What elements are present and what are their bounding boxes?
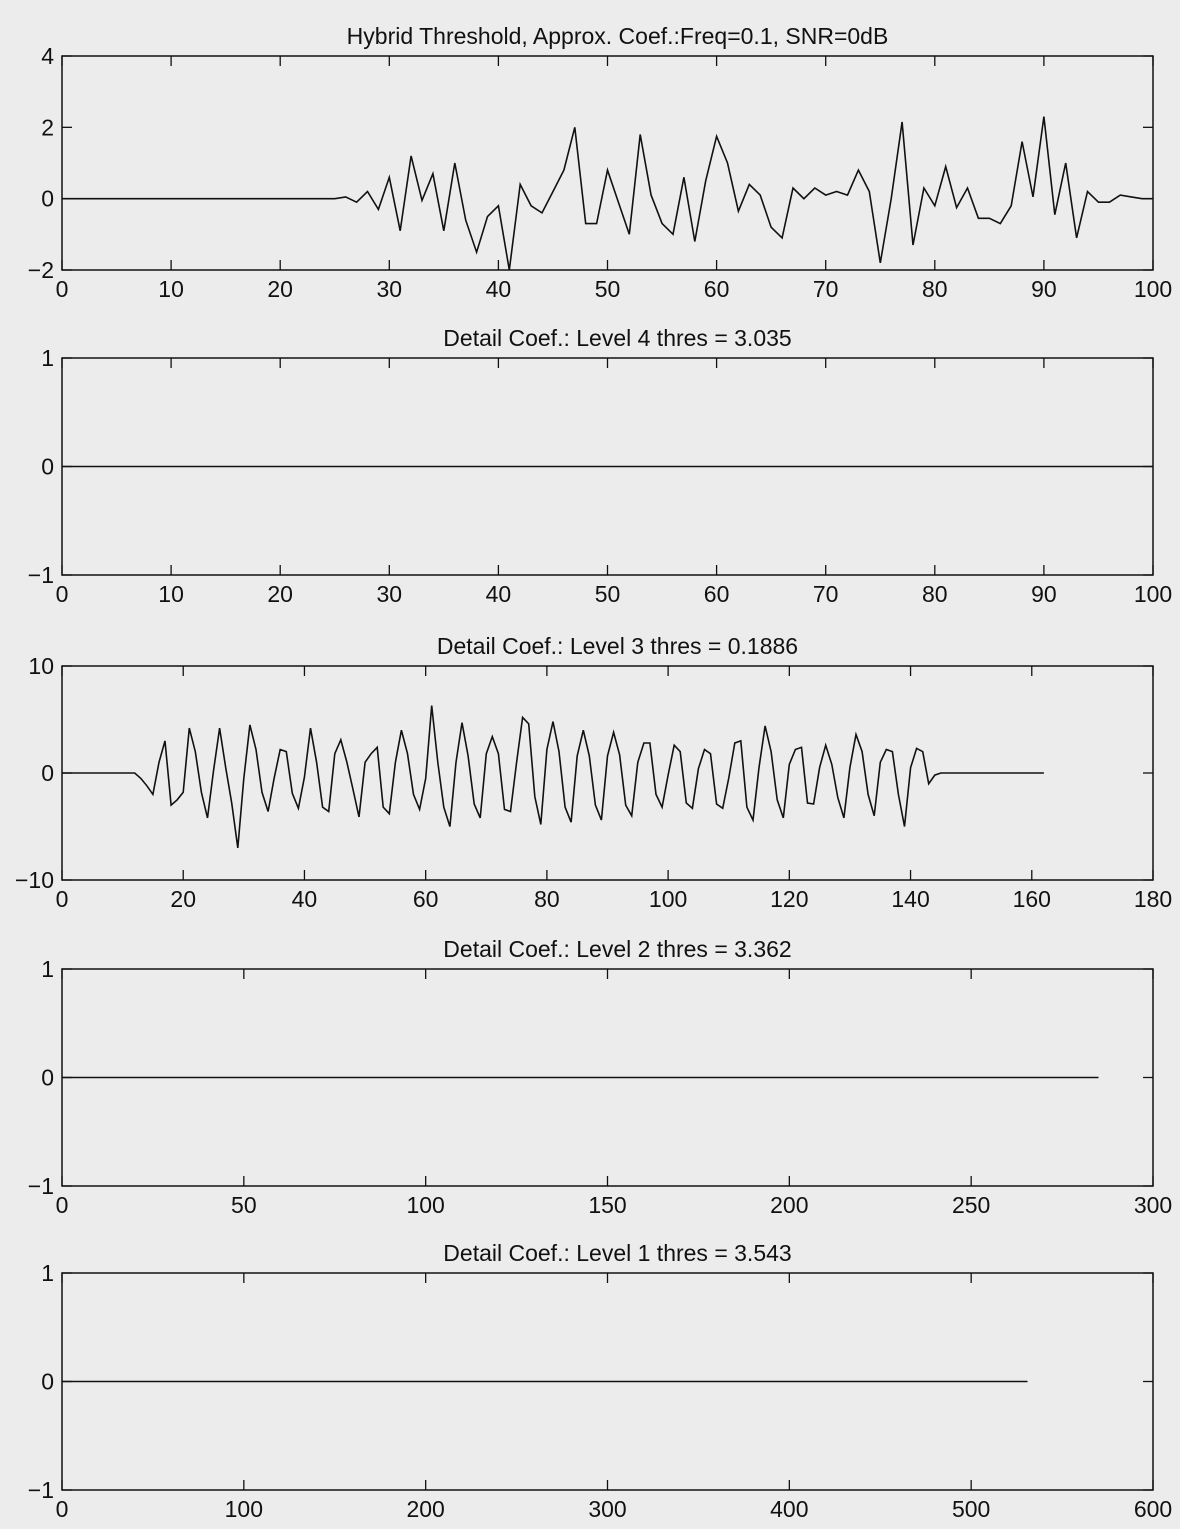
x-tick-label: 100: [406, 1192, 444, 1218]
x-tick-label: 120: [770, 886, 808, 912]
x-tick-label: 20: [267, 581, 293, 607]
y-tick-label: −1: [28, 1477, 54, 1503]
x-tick-label: 100: [649, 886, 687, 912]
x-tick-label: 0: [56, 276, 69, 302]
x-tick-label: 300: [1134, 1192, 1172, 1218]
x-tick-label: 0: [56, 1496, 69, 1522]
x-tick-label: 70: [813, 581, 839, 607]
y-tick-label: −1: [28, 1173, 54, 1199]
x-tick-label: 180: [1134, 886, 1172, 912]
y-tick-label: 2: [41, 114, 54, 140]
x-tick-label: 40: [486, 276, 512, 302]
x-tick-label: 100: [1134, 581, 1172, 607]
x-tick-label: 40: [486, 581, 512, 607]
x-tick-label: 500: [952, 1496, 990, 1522]
x-tick-label: 90: [1031, 276, 1057, 302]
y-tick-label: 0: [41, 454, 54, 480]
chart-panel-3: Detail Coef.: Level 3 thres = 0.1886 0 20 4…: [15, 633, 1172, 912]
x-tick-label: 20: [267, 276, 293, 302]
x-tick-label: 0: [56, 581, 69, 607]
y-tick-label: −10: [15, 867, 54, 893]
x-tick-label: 20: [170, 886, 196, 912]
x-tick-label: 250: [952, 1192, 990, 1218]
x-tick-label: 80: [922, 276, 948, 302]
y-tick-label: 0: [41, 1369, 54, 1395]
x-tick-label: 60: [413, 886, 439, 912]
x-tick-label: 600: [1134, 1496, 1172, 1522]
x-tick-label: 200: [406, 1496, 444, 1522]
y-tick-label: 1: [41, 1260, 54, 1286]
y-tick-label: 0: [41, 186, 54, 212]
x-tick-label: 400: [770, 1496, 808, 1522]
y-tick-label: 4: [41, 43, 54, 69]
series-line: [62, 705, 1044, 849]
chart-title: Detail Coef.: Level 2 thres = 3.362: [443, 936, 791, 962]
x-tick-label: 0: [56, 886, 69, 912]
y-tick-label: 1: [41, 956, 54, 982]
chart-title: Detail Coef.: Level 4 thres = 3.035: [443, 325, 791, 351]
axes-box: [61, 55, 1154, 271]
x-tick-label: 50: [595, 581, 621, 607]
chart-title: Hybrid Threshold, Approx. Coef.:Freq=0.1…: [347, 23, 889, 49]
x-tick-label: 60: [704, 276, 730, 302]
x-tick-label: 50: [231, 1192, 257, 1218]
x-tick-label: 150: [588, 1192, 626, 1218]
y-tick-label: 1: [41, 345, 54, 371]
x-tick-label: 0: [56, 1192, 69, 1218]
chart-panel-5: Detail Coef.: Level 1 thres = 3.543 0 100 2…: [28, 1240, 1172, 1522]
series-line: [62, 116, 1153, 271]
chart-title: Detail Coef.: Level 3 thres = 0.1886: [437, 633, 798, 659]
x-tick-label: 90: [1031, 581, 1057, 607]
y-tick-label: 10: [28, 653, 54, 679]
x-tick-label: 200: [770, 1192, 808, 1218]
x-tick-label: 100: [1134, 276, 1172, 302]
x-tick-label: 160: [1013, 886, 1051, 912]
x-tick-label: 140: [891, 886, 929, 912]
x-tick-label: 50: [595, 276, 621, 302]
x-tick-label: 60: [704, 581, 730, 607]
x-tick-label: 100: [225, 1496, 263, 1522]
y-tick-label: 0: [41, 1065, 54, 1091]
x-tick-label: 300: [588, 1496, 626, 1522]
chart-panel-1: Hybrid Threshold, Approx. Coef.:Freq=0.1…: [28, 23, 1172, 302]
x-tick-label: 10: [158, 581, 184, 607]
x-tick-label: 30: [377, 581, 403, 607]
x-tick-label: 30: [377, 276, 403, 302]
x-tick-label: 70: [813, 276, 839, 302]
y-tick-label: 0: [41, 760, 54, 786]
y-tick-label: −2: [28, 257, 54, 283]
x-tick-label: 80: [534, 886, 560, 912]
x-tick-label: 40: [292, 886, 318, 912]
x-tick-label: 80: [922, 581, 948, 607]
chart-title: Detail Coef.: Level 1 thres = 3.543: [443, 1240, 791, 1266]
y-tick-label: −1: [28, 562, 54, 588]
x-tick-label: 10: [158, 276, 184, 302]
